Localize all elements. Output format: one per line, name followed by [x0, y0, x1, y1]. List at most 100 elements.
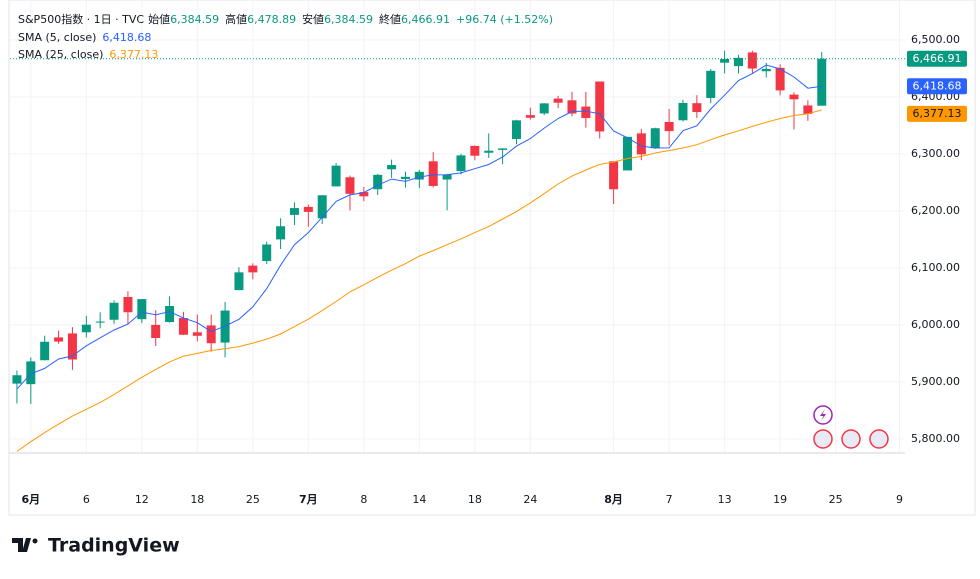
- candle-body: [706, 70, 716, 99]
- logo: TradingView: [12, 535, 180, 557]
- low-label: 安値: [302, 12, 324, 26]
- legend-name: SMA (5, close): [18, 31, 96, 44]
- candle-body: [733, 57, 743, 67]
- y-tick-label: 6,100.00: [911, 261, 960, 274]
- candle-body: [650, 128, 660, 149]
- candle-body: [678, 102, 688, 121]
- price-tag-label: 6,377.13: [913, 107, 962, 120]
- legend-value: 6,418.68: [102, 31, 151, 44]
- price-tag: [907, 105, 967, 122]
- candle-body: [553, 98, 563, 103]
- candle-body: [262, 244, 272, 262]
- candle-body: [192, 332, 202, 336]
- candle-body: [692, 103, 702, 113]
- x-tick-label: 13: [718, 493, 732, 506]
- x-tick-label: 6月: [21, 493, 40, 506]
- candle-body: [470, 145, 480, 156]
- logo-mark: [12, 538, 31, 552]
- high-value: 6,478.89: [247, 13, 296, 26]
- x-tick-label: 19: [773, 493, 787, 506]
- x-tick-label: 14: [412, 493, 426, 506]
- candle-body: [303, 206, 313, 212]
- candle-body: [609, 161, 619, 190]
- candle-body: [151, 324, 161, 339]
- close-value: 6,466.91: [401, 13, 450, 26]
- candle-body: [622, 136, 632, 171]
- candle-body: [567, 100, 577, 114]
- sma-line: [16, 109, 822, 452]
- x-tick-label: 18: [190, 493, 204, 506]
- legend-value: 6,377.13: [109, 48, 158, 61]
- candle-body: [498, 148, 508, 150]
- candle-body: [664, 121, 674, 132]
- x-tick-label: 7月: [299, 493, 318, 506]
- candle-body: [54, 337, 64, 342]
- legend: S&P500指数 · 1日 · TVC 始値6,384.59 高値6,478.89 安…: [18, 12, 553, 26]
- legend-entry: SMA (25, close) 6,377.13: [18, 48, 158, 61]
- candle-body: [400, 176, 410, 179]
- candle-body: [317, 195, 327, 219]
- open-value: 6,384.59: [170, 13, 219, 26]
- candle-body: [331, 165, 341, 187]
- candle-body: [276, 226, 286, 240]
- candle-body: [803, 105, 813, 114]
- y-tick-label: 6,200.00: [911, 204, 960, 217]
- y-tick-label: 6,500.00: [911, 33, 960, 46]
- candle-body: [26, 361, 36, 385]
- close-label: 終値: [379, 12, 401, 26]
- candle-body: [345, 177, 355, 194]
- candle-body: [123, 296, 133, 313]
- event-bolt: [820, 409, 826, 421]
- x-tick-label: 6: [83, 493, 90, 506]
- candle-body: [178, 318, 188, 335]
- flag-icon: [841, 429, 861, 449]
- candle-body: [289, 208, 299, 215]
- flag-icon: [869, 429, 889, 449]
- candle-body: [387, 165, 397, 170]
- x-tick-label: 25: [829, 493, 843, 506]
- frame: [8, 0, 976, 516]
- logo-dot: [32, 538, 38, 544]
- candle-body: [234, 272, 244, 291]
- x-tick-label: 25: [246, 493, 260, 506]
- y-tick-label: 6,000.00: [911, 318, 960, 331]
- candle-body: [636, 133, 646, 155]
- x-tick-label: 24: [523, 493, 537, 506]
- candle-body: [109, 302, 119, 320]
- candle-body: [581, 106, 591, 119]
- brand: TradingView: [48, 535, 180, 557]
- x-tick-label: 9: [896, 493, 903, 506]
- x-tick-label: 7: [666, 493, 673, 506]
- symbol: S&P500指数 · 1日 · TVC: [18, 12, 144, 26]
- candle-body: [595, 81, 605, 132]
- legend-entry: SMA (5, close) 6,418.68: [18, 31, 151, 44]
- candle-body: [206, 325, 216, 344]
- candle-body: [720, 58, 730, 63]
- x-tick-label: 8月: [604, 493, 623, 506]
- sma-line: [16, 64, 822, 390]
- flag-icon: [813, 429, 833, 449]
- open-label: 始値: [148, 12, 170, 26]
- x-tick-label: 8: [360, 493, 367, 506]
- price-tag: [907, 78, 967, 95]
- candle-body: [484, 150, 494, 153]
- price-tag-label: 6,466.91: [913, 52, 962, 65]
- events: [813, 405, 889, 449]
- candle-body: [817, 58, 827, 106]
- low-value: 6,384.59: [324, 13, 373, 26]
- high-label: 高値: [225, 12, 247, 26]
- candle-body: [137, 299, 147, 320]
- candle-body: [81, 324, 91, 333]
- candle-body: [442, 174, 452, 180]
- plot: [10, 0, 905, 452]
- candle-body: [165, 306, 175, 323]
- candle-body: [248, 265, 258, 273]
- price-tag: [907, 50, 967, 67]
- y-tick-label: 6,300.00: [911, 147, 960, 160]
- candle-body: [95, 321, 105, 323]
- candle-body: [789, 94, 799, 100]
- x-tick-label: 18: [468, 493, 482, 506]
- candle-body: [12, 375, 22, 384]
- candle-body: [40, 341, 50, 361]
- candle-body: [775, 67, 785, 91]
